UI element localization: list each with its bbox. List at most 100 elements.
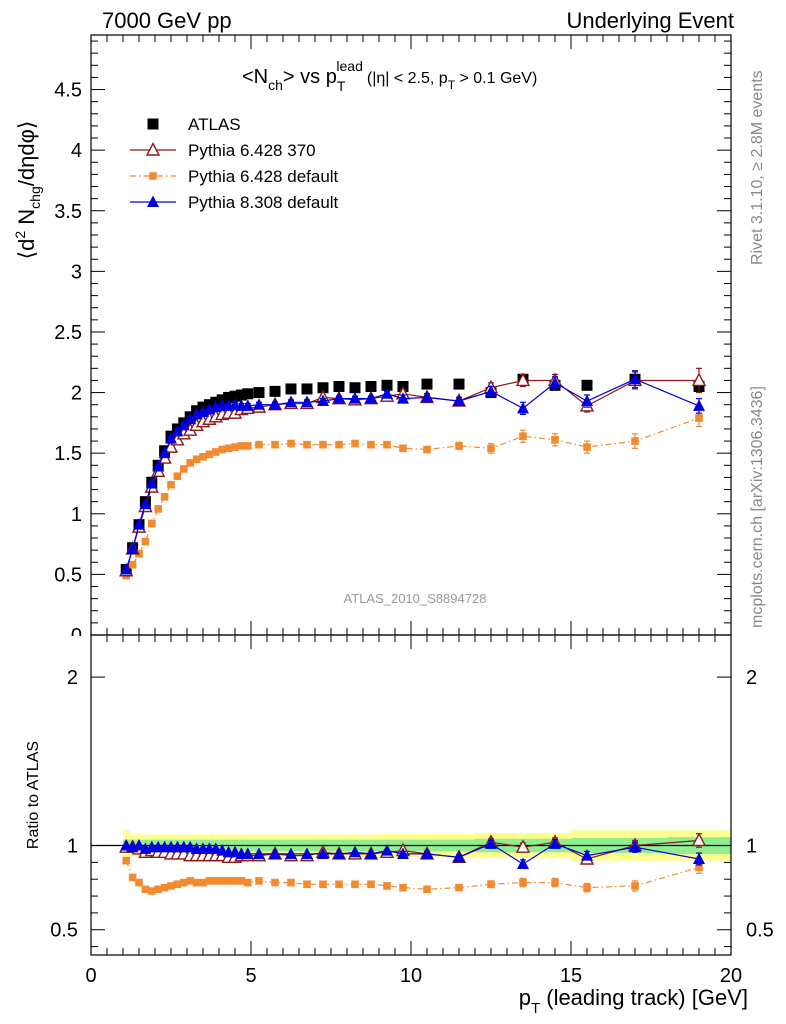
legend-label: Pythia 8.308 default bbox=[188, 193, 339, 212]
point-p6def bbox=[154, 505, 162, 513]
point-p6def bbox=[319, 440, 327, 449]
series-p8def bbox=[120, 370, 705, 575]
point-p6def bbox=[148, 519, 156, 528]
header-left: 7000 GeV pp bbox=[102, 8, 232, 33]
ratio-point-p8def bbox=[301, 847, 313, 859]
point-p8def bbox=[629, 372, 641, 385]
ratio-point-p8def bbox=[349, 845, 361, 858]
ratio-point-p6def bbox=[319, 880, 327, 889]
point-data bbox=[253, 387, 265, 399]
series-line-p6def bbox=[125, 417, 700, 576]
ratio-point-p6def bbox=[255, 877, 263, 885]
point-p8def bbox=[253, 398, 265, 410]
y-tick-label-main: 1.5 bbox=[54, 443, 82, 465]
point-data bbox=[333, 381, 345, 393]
point-p8def bbox=[581, 394, 593, 407]
ratio-point-p6def bbox=[128, 873, 137, 882]
ratio-point-p6def bbox=[205, 877, 214, 885]
legend-item-p370: Pythia 6.428 370 bbox=[130, 141, 316, 160]
ratio-point-p6def bbox=[487, 880, 495, 889]
ratio-series-p6def bbox=[122, 856, 703, 895]
point-p8def bbox=[693, 399, 705, 411]
x-tick-label: 0 bbox=[85, 965, 96, 987]
ratio-point-p6def bbox=[237, 877, 246, 885]
ratio-point-p6def bbox=[351, 880, 359, 889]
point-p8def bbox=[421, 390, 433, 403]
y-tick-label-main: 4 bbox=[71, 140, 82, 162]
point-p6def bbox=[695, 414, 703, 422]
point-p6def bbox=[173, 472, 182, 481]
point-p8def bbox=[549, 376, 561, 388]
ratio-point-p8def bbox=[421, 847, 433, 859]
legend-marker-data bbox=[147, 118, 159, 130]
point-p8def bbox=[152, 460, 165, 472]
point-data bbox=[269, 385, 281, 397]
point-p6def bbox=[199, 453, 207, 461]
point-p8def bbox=[269, 398, 281, 410]
point-p8def bbox=[145, 476, 158, 489]
y-zero-mask bbox=[60, 636, 88, 648]
legend: ATLAS Pythia 6.428 370 Pythia 6.428 defaul… bbox=[130, 115, 339, 212]
point-p6def bbox=[237, 442, 246, 450]
point-p6def bbox=[455, 442, 463, 450]
ratio-point-p6def bbox=[551, 878, 559, 887]
ratio-point-p8def bbox=[365, 847, 377, 859]
legend-marker-p8def bbox=[147, 195, 159, 207]
ratio-panel-series bbox=[119, 832, 707, 895]
point-p6def bbox=[231, 443, 239, 451]
ratio-point-p8def bbox=[285, 847, 297, 859]
legend-item-data: ATLAS bbox=[147, 115, 241, 134]
point-p6def bbox=[583, 443, 591, 451]
ratio-point-p8def bbox=[317, 847, 329, 859]
y-tick-label-main: 3 bbox=[71, 261, 82, 283]
legend-label: ATLAS bbox=[188, 115, 241, 134]
y-axis-label-main: ⟨d2 Nchg/dηdφ⟩ bbox=[12, 121, 43, 260]
point-p8def bbox=[177, 418, 190, 431]
point-p8def bbox=[397, 392, 409, 404]
point-data bbox=[242, 388, 254, 400]
legend-marker-p6def bbox=[149, 172, 157, 180]
ratio-point-p6def bbox=[148, 887, 156, 895]
y-tick-label-main: 0.5 bbox=[54, 564, 82, 586]
point-data bbox=[285, 383, 297, 395]
ratio-point-p6def bbox=[367, 880, 375, 889]
ratio-point-p6def bbox=[455, 883, 463, 892]
y-tick-label-ratio-right: 0.5 bbox=[746, 920, 774, 942]
point-data bbox=[421, 378, 433, 390]
plot-title: <Nch> vs pTlead(|η| < 2.5, pT > 0.1 GeV) bbox=[242, 58, 537, 94]
point-p8def bbox=[171, 424, 184, 437]
point-p8def bbox=[165, 432, 177, 444]
ratio-point-p8def bbox=[485, 837, 497, 849]
point-p6def bbox=[244, 442, 252, 450]
ratio-point-p6def bbox=[212, 877, 220, 885]
point-data bbox=[365, 381, 377, 393]
point-data bbox=[349, 382, 361, 394]
point-p6def bbox=[287, 439, 295, 448]
series-data bbox=[120, 373, 705, 576]
point-p6def bbox=[192, 455, 201, 464]
point-data bbox=[229, 390, 241, 402]
point-data bbox=[453, 378, 465, 390]
point-p8def bbox=[365, 392, 377, 404]
ratio-point-p8def bbox=[581, 849, 593, 861]
point-p370 bbox=[515, 372, 531, 387]
point-p8def bbox=[184, 412, 197, 425]
ratio-point-p8def bbox=[517, 857, 529, 870]
point-p8def bbox=[485, 384, 497, 397]
ratio-point-p6def bbox=[199, 878, 207, 887]
y-tick-label-main: 2 bbox=[71, 383, 82, 405]
point-data bbox=[235, 389, 247, 401]
ratio-point-p8def bbox=[693, 852, 705, 864]
point-p8def bbox=[120, 563, 133, 575]
legend-label: Pythia 6.428 default bbox=[188, 167, 339, 186]
ratio-point-p8def bbox=[241, 847, 254, 859]
point-p8def bbox=[158, 446, 171, 459]
point-p6def bbox=[160, 493, 169, 501]
main-panel-frame bbox=[90, 34, 732, 636]
point-p6def bbox=[351, 439, 359, 448]
point-p6def bbox=[205, 450, 214, 459]
ratio-point-p6def bbox=[224, 877, 233, 885]
ratio-point-p6def bbox=[135, 878, 143, 887]
analysis-label: ATLAS_2010_S8894728 bbox=[344, 591, 487, 606]
